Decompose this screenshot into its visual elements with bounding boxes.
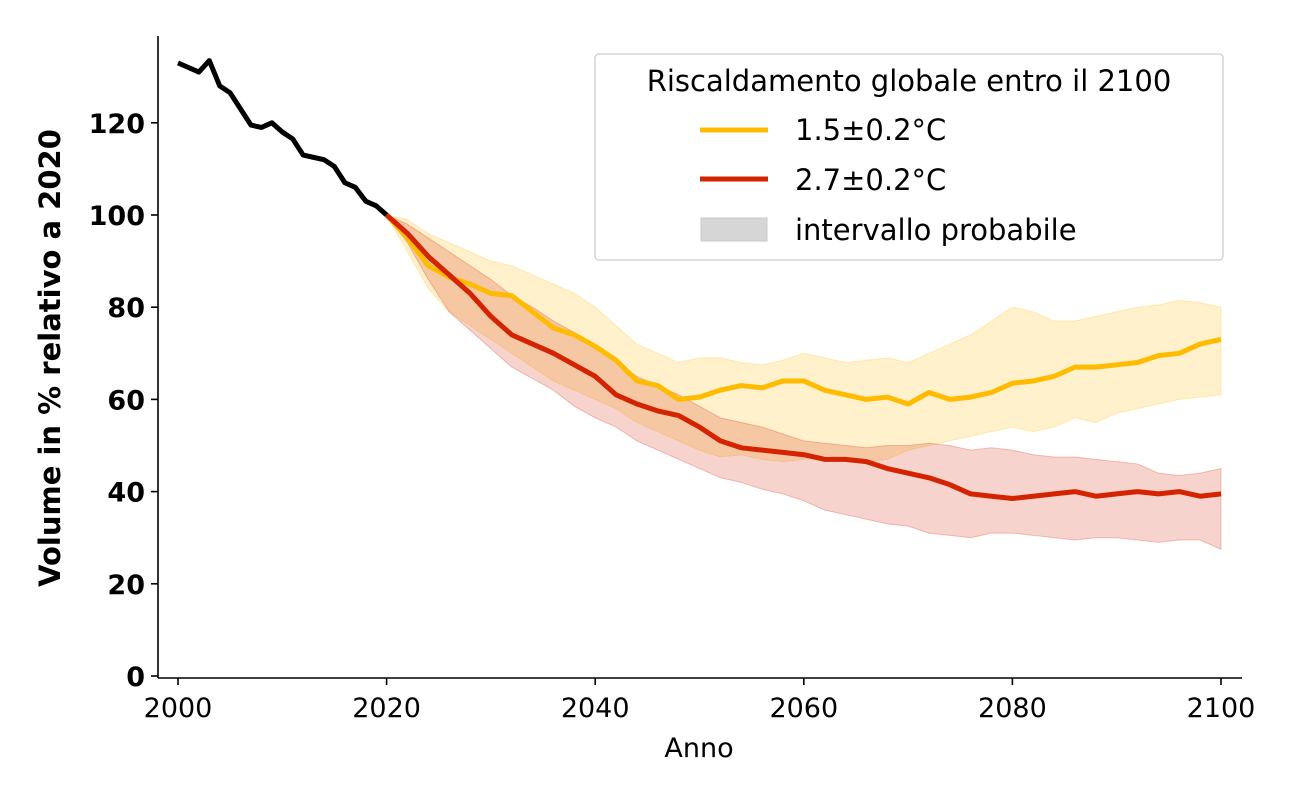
likely-range-band-1-5c (385, 214, 1222, 463)
x-tick-label: 2100 (1187, 693, 1256, 724)
lines-layer (176, 58, 1222, 502)
legend: Riscaldamento globale entro il 2100 1.5±… (594, 53, 1224, 261)
x-ticks: 2000 2020 2040 2060 2080 2100 (144, 678, 1256, 724)
legend-swatch-likely-range (700, 217, 768, 242)
y-tick-label: 60 (107, 385, 145, 416)
x-tick-label: 2000 (144, 693, 213, 724)
y-tick-label: 120 (89, 109, 145, 140)
series-line-1-5c (384, 213, 1222, 407)
series-line-2-7c (384, 213, 1222, 502)
y-ticks: 0 20 40 60 80 100 120 (89, 109, 158, 693)
y-tick-label: 100 (89, 201, 145, 232)
x-tick-label: 2080 (978, 693, 1047, 724)
y-axis-title: Volume in % relativo a 2020 (33, 129, 67, 587)
legend-label-2-7c: 2.7±0.2°C (795, 163, 946, 197)
y-tick-label: 0 (126, 662, 145, 693)
x-tick-label: 2060 (769, 693, 838, 724)
y-tick-label: 80 (107, 293, 145, 324)
x-tick-label: 2020 (352, 693, 421, 724)
legend-frame (594, 53, 1224, 261)
x-axis-title: Anno (664, 733, 733, 764)
y-tick-label: 40 (107, 478, 145, 509)
legend-title: Riscaldamento globale entro il 2100 (647, 64, 1172, 98)
historical-line (176, 58, 389, 217)
y-tick-label: 20 (107, 570, 145, 601)
legend-label-likely-range: intervallo probabile (795, 213, 1077, 247)
x-tick-label: 2040 (561, 693, 630, 724)
legend-label-1-5c: 1.5±0.2°C (795, 113, 946, 147)
